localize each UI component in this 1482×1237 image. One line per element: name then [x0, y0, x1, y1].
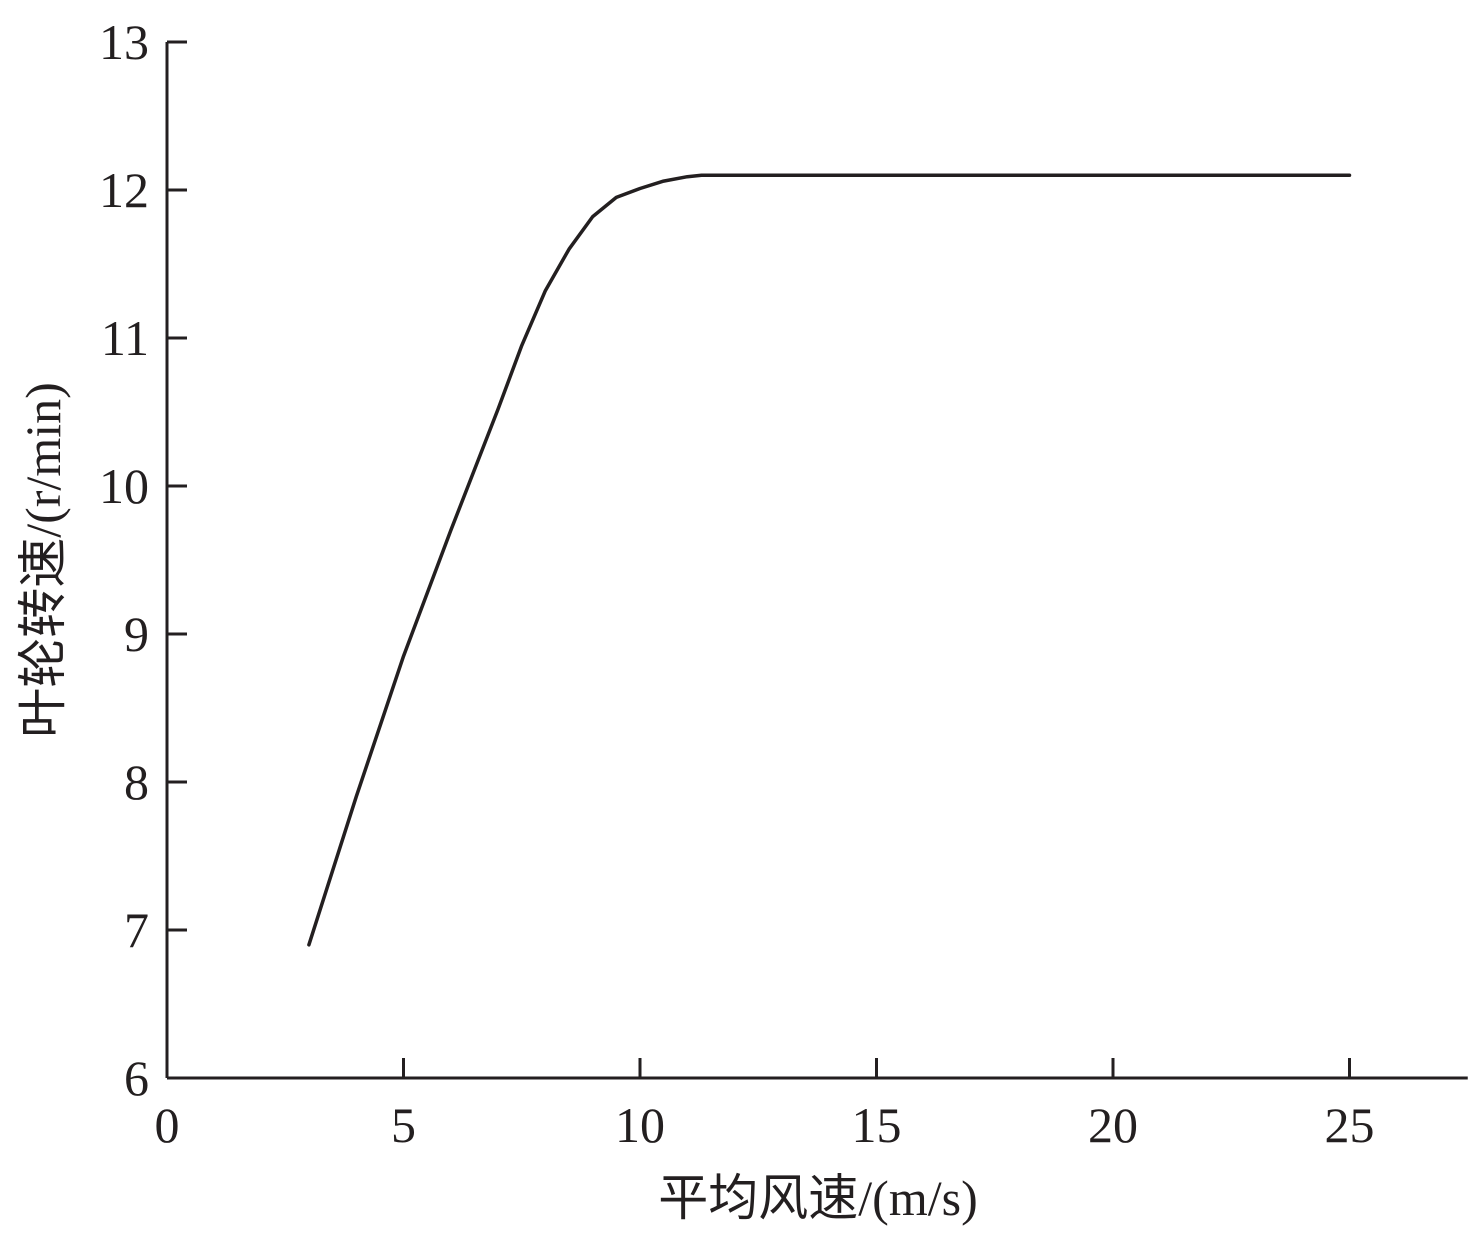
y-tick-label: 8 — [124, 754, 149, 810]
y-axis-label: 叶轮转速/(r/min) — [15, 382, 71, 738]
x-tick-label: 15 — [852, 1097, 902, 1153]
y-tick-label: 13 — [99, 14, 149, 70]
x-tick-label: 20 — [1088, 1097, 1138, 1153]
y-tick-label: 9 — [124, 606, 149, 662]
x-tick-label: 25 — [1325, 1097, 1375, 1153]
x-tick-label: 5 — [391, 1097, 416, 1153]
y-tick-label: 12 — [99, 162, 149, 218]
x-axis-label: 平均风速/(m/s) — [658, 1170, 977, 1226]
x-tick-label: 0 — [155, 1097, 180, 1153]
x-tick-label: 10 — [615, 1097, 665, 1153]
ticks: 0 5 10 15 20 25 6 7 8 9 10 11 12 13 — [99, 14, 1375, 1153]
y-tick-label: 7 — [124, 902, 149, 958]
axes — [165, 42, 1468, 1080]
series-line — [307, 173, 1352, 947]
y-tick-label: 10 — [99, 458, 149, 514]
y-tick-label: 6 — [124, 1050, 149, 1106]
y-tick-label: 11 — [101, 310, 149, 366]
